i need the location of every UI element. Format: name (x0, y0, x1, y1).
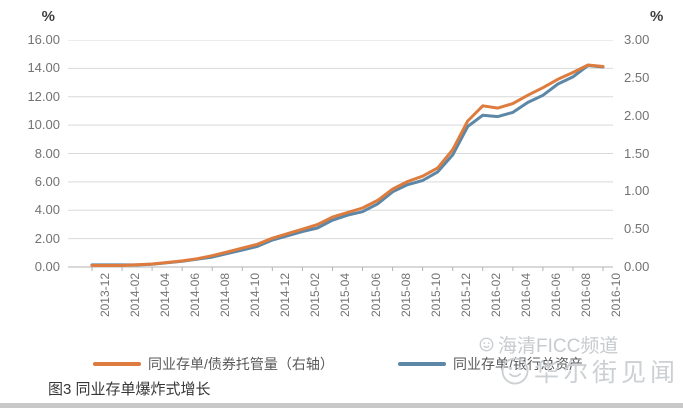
x-axis-label: 2015-02 (308, 273, 323, 318)
y-axis-label-left: 4.00 (34, 202, 60, 218)
x-axis-label: 2015-12 (458, 273, 473, 318)
y-axis-label-right: 2.50 (624, 69, 650, 85)
chart-caption: 图3 同业存单爆炸式增长 (48, 381, 211, 398)
legend-swatch-blue (398, 362, 446, 366)
legend-item-bond-custody: 同业存单/债券托管量（右轴） (93, 355, 334, 373)
x-axis-label: 2016-06 (548, 273, 563, 318)
legend-item-bank-assets: 同业存单/银行总资产 (398, 355, 583, 373)
y-axis-label-left: 2.00 (34, 230, 60, 246)
y-axis-label-left: 10.00 (27, 117, 60, 133)
smiley-icon (479, 337, 494, 352)
page-bottom-strip (0, 403, 683, 408)
x-axis-label: 2013-12 (98, 273, 112, 318)
x-axis-label: 2015-04 (338, 273, 353, 318)
x-axis-label: 2014-08 (218, 273, 233, 318)
y-axis-label-right: 0.50 (624, 221, 650, 237)
x-axis-label: 2014-06 (188, 273, 203, 318)
plot-area (68, 40, 613, 271)
x-axis-label: 2014-04 (158, 273, 173, 318)
right-axis-unit: % (650, 8, 664, 25)
y-axis-label-left: 0.00 (34, 259, 60, 274)
y-axis-label-left: 16.00 (27, 32, 60, 47)
legend-label: 同业存单/银行总资产 (453, 356, 583, 372)
y-axis-label-left: 12.00 (27, 88, 60, 104)
y-axis-label-right: 1.50 (624, 145, 650, 161)
left-axis-unit: % (41, 8, 55, 25)
series-line-orange (90, 63, 605, 267)
y-axis-label-right: 3.00 (624, 32, 650, 47)
y-axis-label-left: 6.00 (34, 173, 60, 189)
legend-label: 同业存单/债券托管量（右轴） (148, 356, 334, 372)
x-axis-label: 2015-10 (428, 273, 443, 318)
y-axis-label-left: 8.00 (34, 145, 60, 161)
y-axis-label-right: 0.00 (624, 259, 650, 274)
x-axis-label: 2015-08 (398, 273, 413, 318)
x-axis-label: 2015-06 (368, 273, 383, 318)
x-axis-label: 2016-04 (518, 273, 533, 318)
x-axis-label: 2014-12 (278, 273, 293, 318)
y-axis-label-right: 2.00 (624, 107, 650, 123)
x-axis-label: 2014-02 (128, 273, 143, 318)
x-axis-label: 2016-02 (488, 273, 503, 318)
y-axis-label-right: 1.00 (624, 183, 650, 199)
y-axis-label-left: 14.00 (27, 60, 60, 76)
legend-swatch-orange (93, 362, 141, 366)
x-axis-label: 2016-10 (609, 273, 623, 318)
x-axis-label: 2016-08 (578, 273, 593, 318)
x-axis-label: 2014-10 (248, 273, 263, 318)
